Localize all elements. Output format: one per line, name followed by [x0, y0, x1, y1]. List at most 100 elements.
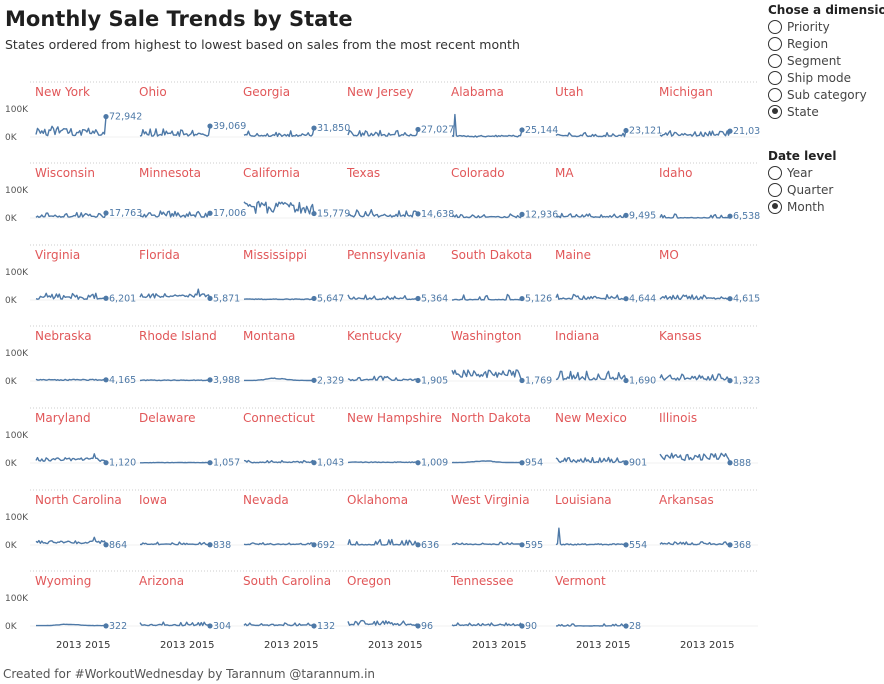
state-name: Illinois	[659, 411, 697, 425]
dimension-option-sub-category[interactable]: Sub category	[768, 86, 884, 103]
last-value-label: 5,364	[421, 293, 448, 304]
last-value-point	[311, 125, 317, 131]
footer-credit: Created for #WorkoutWednesday by Tarannu…	[3, 667, 376, 681]
last-value-point	[103, 542, 109, 548]
state-name: Georgia	[243, 85, 290, 99]
last-value-point	[415, 211, 421, 217]
last-value-label: 17,763	[109, 208, 142, 219]
dimension-control: Chose a dimension Priority Region Segment S…	[768, 3, 884, 120]
sales-line	[556, 623, 627, 627]
last-value-point	[103, 210, 109, 216]
sales-line	[243, 127, 315, 138]
dimension-option-region[interactable]: Region	[768, 35, 884, 52]
last-value-label: 888	[733, 458, 751, 469]
radio-button-icon[interactable]	[768, 19, 782, 34]
last-value-label: 5,647	[317, 293, 344, 304]
last-value-label: 5,871	[213, 293, 240, 304]
y-tick-label: 100K	[5, 513, 29, 523]
sales-line	[347, 538, 419, 546]
last-value-label: 23,121	[629, 126, 662, 137]
sales-line	[244, 377, 315, 382]
sales-line	[659, 373, 731, 382]
date-level-option-month[interactable]: Month	[768, 198, 884, 215]
last-value-label: 304	[213, 621, 231, 632]
radio-button-icon[interactable]	[768, 36, 782, 51]
sales-line	[451, 293, 523, 301]
last-value-label: 9,495	[629, 210, 656, 221]
state-panel: New Mexico 901	[555, 411, 647, 469]
state-panel: South Dakota 5,126	[451, 248, 552, 305]
state-name: Connecticut	[243, 411, 315, 425]
date-level-option-quarter[interactable]: Quarter	[768, 181, 884, 198]
x-tick-label: 2013	[56, 640, 81, 651]
state-panel: Vermont 28	[555, 574, 641, 632]
dimension-option-priority[interactable]: Priority	[768, 18, 884, 35]
y-tick-label: 100K	[5, 594, 29, 604]
y-tick-label: 100K	[5, 268, 29, 278]
last-value-label: 90	[525, 621, 537, 632]
radio-button-icon[interactable]	[768, 199, 782, 214]
last-value-point	[311, 295, 317, 302]
state-panel: Arkansas 368	[659, 493, 751, 551]
radio-button-icon[interactable]	[768, 87, 782, 102]
state-name: Wisconsin	[35, 166, 95, 180]
state-name: MA	[555, 166, 574, 180]
radio-button-icon[interactable]	[768, 182, 782, 197]
dimension-option-state[interactable]: State	[768, 103, 884, 120]
state-panel: MA 9,495	[555, 166, 656, 221]
y-tick-label: 0K	[5, 459, 18, 469]
state-name: Maine	[555, 248, 591, 262]
last-value-point	[311, 460, 317, 466]
sales-line	[35, 536, 107, 546]
state-panel: Colorado 12,936	[451, 166, 558, 220]
state-panel: Montana 2,329	[243, 329, 344, 386]
y-tick-label: 0K	[5, 622, 18, 632]
state-name: Idaho	[659, 166, 692, 180]
state-name: Montana	[243, 329, 295, 343]
last-value-label: 3,988	[213, 375, 240, 386]
radio-label: Month	[787, 199, 825, 214]
sales-line	[555, 527, 627, 546]
last-value-label: 954	[525, 458, 543, 469]
date-level-control-title: Date level	[768, 149, 837, 163]
dimension-option-ship-mode[interactable]: Ship mode	[768, 69, 884, 86]
state-name: Utah	[555, 85, 583, 99]
state-name: North Carolina	[35, 493, 122, 507]
date-level-control: Date level Year Quarter Month	[768, 149, 884, 215]
date-level-option-year[interactable]: Year	[768, 164, 884, 181]
state-panel: Florida 5,871	[139, 248, 240, 304]
last-value-label: 21,037	[733, 126, 760, 137]
state-panel: Maine 4,644	[555, 248, 656, 305]
radio-button-icon[interactable]	[768, 104, 782, 119]
state-name: North Dakota	[451, 411, 531, 425]
sales-line	[555, 212, 627, 219]
state-panel: Nebraska 4,165	[35, 329, 136, 386]
radio-button-icon[interactable]	[768, 165, 782, 180]
state-name: Texas	[346, 166, 380, 180]
last-value-point	[311, 210, 317, 217]
state-panel: Delaware 1,057	[139, 411, 240, 469]
state-name: Vermont	[555, 574, 606, 588]
radio-button-icon[interactable]	[768, 53, 782, 68]
state-name: Louisiana	[555, 493, 612, 507]
last-value-point	[519, 211, 525, 217]
state-panel: Virginia 6,201	[35, 248, 136, 304]
last-value-label: 28	[629, 621, 641, 632]
state-panel: California 15,779	[243, 166, 350, 220]
last-value-point	[623, 296, 629, 302]
sales-line	[347, 208, 419, 218]
sales-line	[243, 200, 315, 215]
sales-line	[139, 621, 211, 627]
state-name: Arkansas	[659, 493, 714, 507]
radio-button-icon[interactable]	[768, 70, 782, 85]
last-value-label: 1,769	[525, 376, 552, 387]
last-value-point	[311, 542, 317, 548]
state-panel: New Hampshire 1,009	[347, 411, 448, 469]
y-tick-label: 100K	[5, 431, 29, 441]
state-panel: Pennsylvania 5,364	[347, 248, 448, 304]
last-value-point	[207, 295, 213, 301]
last-value-point	[623, 127, 629, 134]
state-name: Washington	[451, 329, 522, 343]
last-value-point	[415, 460, 421, 466]
dimension-option-segment[interactable]: Segment	[768, 52, 884, 69]
